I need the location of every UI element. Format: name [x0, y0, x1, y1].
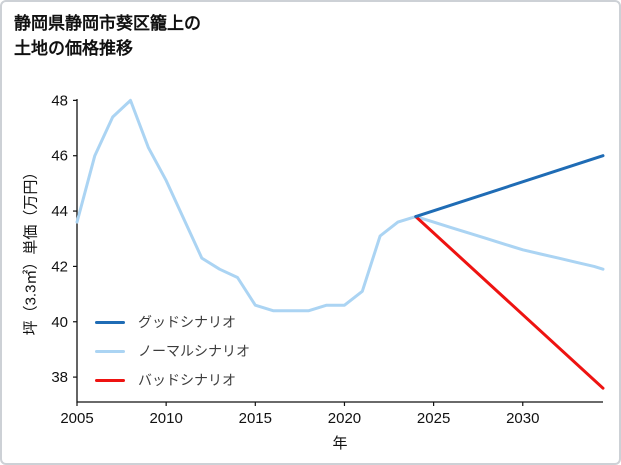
x-tick-label: 2010	[149, 410, 182, 427]
x-tick-label: 2030	[506, 410, 539, 427]
legend-item-1: ノーマルシナリオ	[95, 341, 250, 361]
y-axis-label: 坪（3.3㎡）単価（万円）	[22, 164, 40, 336]
legend-label-2: バッドシナリオ	[138, 372, 236, 388]
legend-swatch-0	[95, 320, 125, 324]
y-tick-label: 40	[51, 314, 68, 331]
y-tick-label: 38	[51, 369, 68, 386]
y-tick-label: 44	[51, 203, 68, 220]
x-tick-label: 2005	[60, 410, 93, 427]
series-line-1	[75, 98, 605, 313]
x-tick-label: 2020	[328, 410, 361, 427]
x-tick-label: 2025	[417, 410, 450, 427]
legend-item-2: バッドシナリオ	[95, 370, 250, 390]
legend-label-0: グッドシナリオ	[138, 314, 236, 330]
page-title-line2: 土地の価格推移	[14, 38, 133, 58]
legend-swatch-1	[95, 349, 125, 353]
series-line-2	[414, 215, 605, 390]
y-tick-label: 46	[51, 148, 68, 165]
page-title: 静岡県静岡市葵区籠上の 土地の価格推移	[14, 12, 201, 61]
legend-item-0: グッドシナリオ	[95, 312, 250, 332]
y-tick-label: 42	[51, 258, 68, 275]
page-title-line1: 静岡県静岡市葵区籠上の	[14, 14, 201, 33]
chart-legend: グッドシナリオ ノーマルシナリオ バッドシナリオ	[95, 312, 250, 390]
legend-label-1: ノーマルシナリオ	[138, 343, 250, 359]
series-line-0	[414, 154, 605, 219]
y-tick-label: 48	[51, 92, 68, 109]
x-tick-label: 2015	[239, 410, 272, 427]
legend-swatch-2	[95, 378, 125, 382]
x-axis-label: 年	[332, 435, 348, 452]
